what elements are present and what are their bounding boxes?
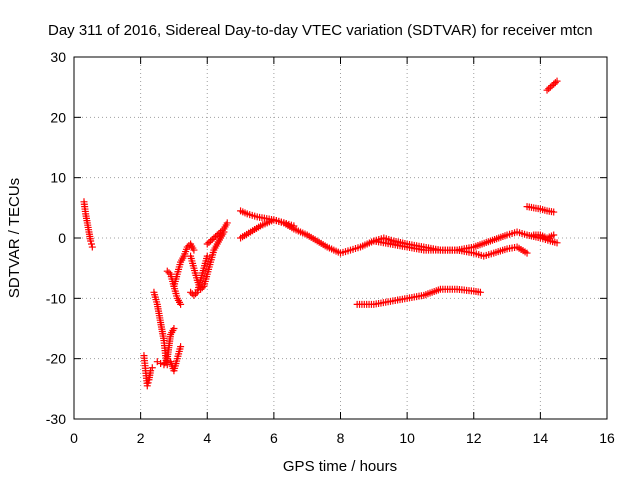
- data-point: [550, 80, 558, 88]
- data-point: [165, 269, 173, 277]
- data-point: [210, 234, 218, 242]
- x-tick-label: 16: [599, 430, 615, 446]
- data-point: [551, 79, 559, 87]
- ticks-layer: 0 2 4 6 8 10 12 14 16 -30 -20 -10 0 10 20 30: [46, 49, 615, 446]
- x-tick-label: 12: [466, 430, 482, 446]
- data-point: [212, 232, 220, 240]
- x-tick-label: 6: [270, 430, 278, 446]
- data-point: [177, 343, 185, 351]
- data-point: [217, 228, 225, 236]
- data-point: [183, 243, 191, 251]
- data-point: [190, 291, 198, 299]
- y-tick-label: 10: [50, 170, 66, 186]
- data-point: [223, 219, 231, 227]
- y-tick-label: -20: [46, 351, 66, 367]
- data-point: [163, 267, 171, 275]
- data-point: [177, 300, 185, 308]
- data-point: [550, 231, 558, 239]
- data-point: [546, 83, 554, 91]
- x-axis-title: GPS time / hours: [283, 458, 397, 475]
- data-point: [548, 82, 556, 90]
- data-point: [190, 246, 198, 254]
- data-point: [192, 290, 200, 298]
- x-tick-label: 4: [203, 430, 211, 446]
- data-point: [523, 249, 531, 257]
- y-tick-label: 0: [58, 230, 66, 246]
- data-point: [207, 237, 215, 245]
- data-point: [197, 285, 205, 293]
- data-point: [545, 85, 553, 93]
- y-tick-label: -30: [46, 411, 66, 427]
- x-tick-label: 0: [70, 430, 78, 446]
- x-tick-label: 10: [399, 430, 415, 446]
- x-tick-label: 14: [533, 430, 549, 446]
- data-point: [147, 367, 155, 375]
- data-point: [157, 359, 165, 367]
- data-point: [153, 358, 161, 366]
- y-tick-label: 20: [50, 109, 66, 125]
- data-point: [87, 237, 95, 245]
- data-point: [170, 325, 178, 332]
- data-point: [208, 236, 216, 244]
- data-points: [80, 77, 561, 390]
- chart-title: Day 311 of 2016, Sidereal Day-to-day VTE…: [48, 22, 593, 39]
- data-point: [144, 379, 152, 387]
- x-tick-label: 8: [337, 430, 345, 446]
- data-point: [215, 229, 223, 237]
- y-axis-title: SDTVAR / TECUs: [6, 178, 23, 298]
- data-point: [205, 239, 213, 247]
- data-point: [213, 231, 221, 239]
- data-point: [143, 382, 151, 390]
- data-point: [553, 77, 561, 85]
- data-point: [476, 288, 484, 296]
- x-tick-label: 2: [137, 430, 145, 446]
- data-point: [198, 284, 206, 292]
- data-point: [203, 252, 211, 260]
- data-point: [187, 288, 195, 296]
- data-point: [87, 240, 95, 248]
- data-point: [543, 86, 551, 94]
- data-point: [148, 364, 156, 372]
- data-point: [553, 239, 561, 247]
- data-point: [203, 240, 211, 248]
- data-point: [290, 222, 298, 230]
- y-tick-label: -10: [46, 290, 66, 306]
- data-point: [88, 243, 96, 251]
- y-tick-label: 30: [50, 49, 66, 65]
- data-point: [550, 208, 558, 216]
- data-point: [218, 226, 226, 234]
